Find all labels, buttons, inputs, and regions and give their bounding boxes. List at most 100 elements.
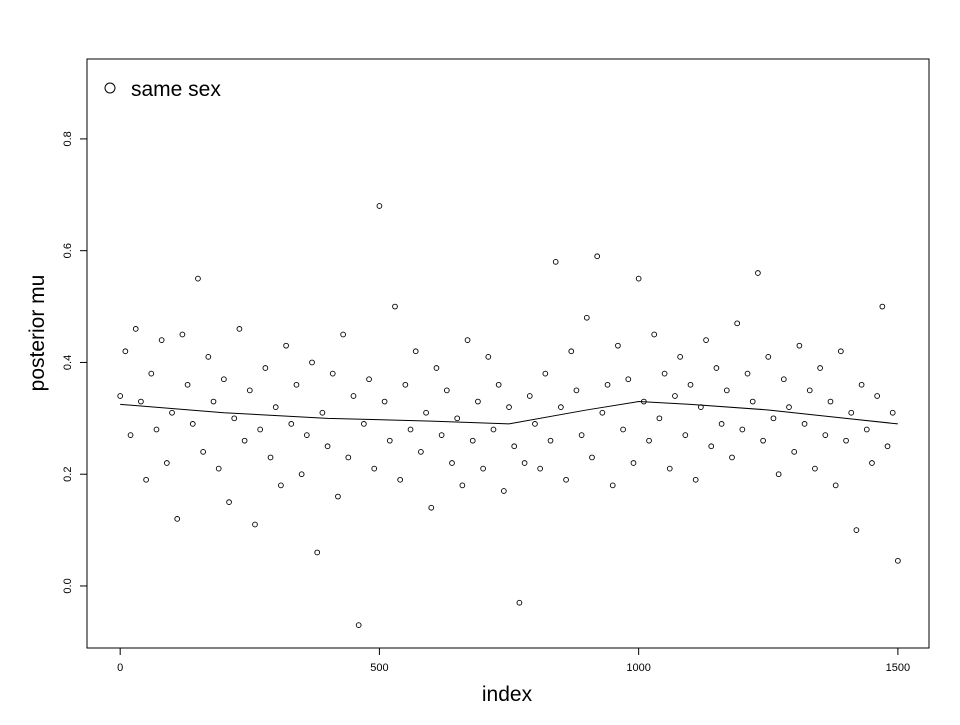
point bbox=[501, 488, 507, 494]
point bbox=[884, 443, 891, 450]
point bbox=[666, 465, 673, 472]
point bbox=[723, 387, 730, 394]
legend-label: same sex bbox=[131, 78, 221, 101]
point bbox=[791, 449, 798, 455]
y-tick-label: 0.8 bbox=[62, 131, 74, 146]
point bbox=[858, 381, 865, 388]
point bbox=[812, 465, 818, 472]
point bbox=[132, 326, 139, 332]
point bbox=[200, 449, 206, 455]
point bbox=[288, 421, 295, 427]
point bbox=[252, 521, 258, 528]
point bbox=[760, 437, 766, 444]
point bbox=[143, 476, 149, 483]
point bbox=[801, 421, 808, 427]
point bbox=[646, 437, 652, 444]
point bbox=[692, 476, 699, 483]
point bbox=[848, 409, 855, 416]
point bbox=[231, 415, 238, 422]
point bbox=[526, 393, 533, 399]
point bbox=[179, 331, 186, 338]
point bbox=[355, 622, 362, 628]
x-tick-label: 500 bbox=[370, 662, 388, 674]
point bbox=[822, 432, 829, 438]
point bbox=[386, 437, 393, 444]
point bbox=[169, 409, 175, 416]
point bbox=[594, 253, 601, 260]
point bbox=[838, 348, 844, 355]
point bbox=[620, 426, 626, 433]
point bbox=[438, 432, 445, 438]
point bbox=[469, 437, 476, 444]
point bbox=[412, 348, 419, 355]
point bbox=[625, 376, 632, 383]
point bbox=[739, 426, 746, 433]
point bbox=[869, 460, 875, 466]
point bbox=[765, 354, 772, 360]
y-tick-label: 0.4 bbox=[62, 355, 74, 370]
point bbox=[687, 381, 694, 388]
x-tick-label: 0 bbox=[117, 662, 123, 674]
point bbox=[189, 421, 196, 427]
point bbox=[755, 270, 761, 276]
point bbox=[303, 432, 310, 438]
point bbox=[542, 370, 549, 377]
point bbox=[780, 376, 787, 383]
point bbox=[407, 426, 414, 433]
point bbox=[480, 465, 486, 472]
point bbox=[127, 432, 134, 438]
point bbox=[293, 381, 300, 388]
point bbox=[485, 354, 492, 360]
point bbox=[832, 482, 839, 489]
point bbox=[475, 398, 481, 405]
point bbox=[298, 471, 305, 478]
point bbox=[708, 443, 715, 450]
y-axis-title: posterior mu bbox=[26, 275, 49, 392]
point bbox=[889, 409, 896, 416]
point bbox=[449, 460, 455, 466]
point bbox=[215, 465, 222, 472]
point bbox=[174, 516, 181, 522]
point bbox=[729, 454, 735, 461]
point bbox=[226, 499, 232, 505]
point bbox=[195, 275, 201, 282]
point bbox=[827, 398, 834, 405]
point bbox=[874, 393, 881, 399]
point bbox=[340, 331, 346, 338]
point bbox=[371, 465, 378, 472]
point bbox=[335, 493, 341, 500]
point bbox=[366, 376, 372, 383]
point bbox=[184, 381, 191, 388]
point bbox=[428, 504, 435, 511]
x-tick-label: 1500 bbox=[886, 662, 910, 674]
point bbox=[630, 460, 637, 466]
point bbox=[397, 476, 404, 483]
point bbox=[843, 437, 849, 444]
point bbox=[635, 275, 642, 282]
point bbox=[309, 359, 315, 366]
point bbox=[153, 426, 160, 433]
point bbox=[578, 432, 585, 438]
plot-box bbox=[86, 58, 930, 649]
point bbox=[267, 454, 274, 461]
point bbox=[698, 404, 704, 410]
point bbox=[521, 460, 528, 466]
point bbox=[418, 449, 424, 455]
y-tick-label: 0.6 bbox=[62, 243, 74, 258]
point bbox=[537, 465, 543, 472]
point bbox=[138, 398, 144, 405]
point bbox=[879, 303, 886, 310]
point bbox=[506, 404, 512, 410]
point bbox=[552, 259, 559, 265]
point bbox=[361, 421, 367, 427]
point bbox=[495, 381, 502, 388]
point bbox=[661, 370, 668, 377]
point bbox=[817, 365, 823, 371]
point bbox=[490, 426, 497, 433]
point bbox=[163, 460, 170, 466]
point bbox=[148, 370, 155, 377]
point bbox=[210, 398, 217, 405]
point bbox=[246, 387, 253, 394]
x-axis-title: index bbox=[482, 683, 533, 706]
